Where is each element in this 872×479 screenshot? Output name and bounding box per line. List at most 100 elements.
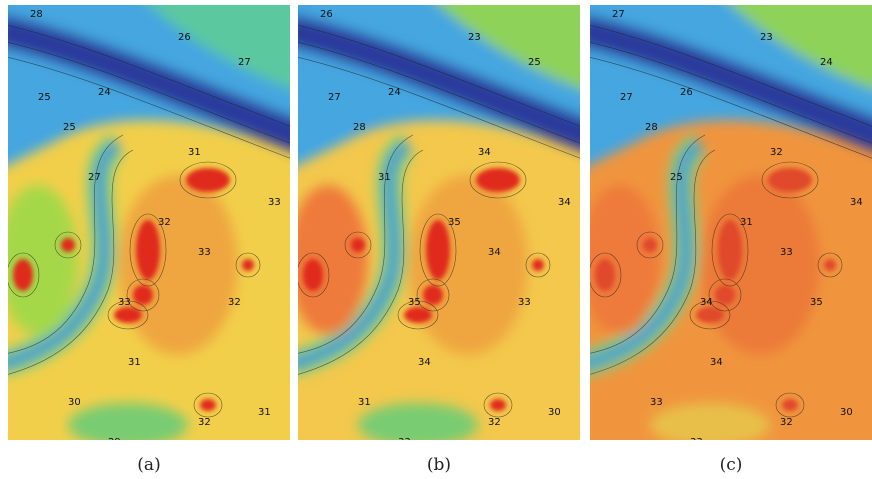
bottom-green xyxy=(358,403,478,440)
contour-label: 31 xyxy=(188,147,201,158)
contour-label: 33 xyxy=(118,297,131,308)
contour-line xyxy=(8,42,290,144)
bottom-green xyxy=(650,403,770,440)
contour-label: 33 xyxy=(690,437,703,448)
hot-spot xyxy=(696,307,724,323)
map-image: 26 23 25 24 27 28 31 34 35 34 35 33 34 31 32 30 33 34 xyxy=(298,5,580,448)
contour-label: 30 xyxy=(68,397,81,408)
contour-label: 23 xyxy=(468,32,481,43)
contour-line xyxy=(129,213,167,287)
contour-label: 27 xyxy=(620,92,633,103)
contour-label: 34 xyxy=(418,357,431,368)
contour-label: 28 xyxy=(645,122,658,133)
contour-label: 32 xyxy=(198,417,211,428)
hot-spot xyxy=(643,238,657,252)
contour-line xyxy=(8,25,290,127)
contour-line xyxy=(590,149,716,375)
contour-label: 31 xyxy=(258,407,271,418)
contour-line xyxy=(193,392,223,418)
hot-spot xyxy=(61,238,75,252)
contour-line xyxy=(416,278,450,312)
contour-label: 33 xyxy=(518,297,531,308)
hot-spots xyxy=(303,168,544,411)
contour-line xyxy=(344,231,372,259)
river xyxy=(590,15,872,151)
hot-spot xyxy=(136,220,160,280)
contour-label: 32 xyxy=(780,417,793,428)
contour-label: 32 xyxy=(228,297,241,308)
contour-line xyxy=(8,252,40,298)
contour-line xyxy=(469,161,527,199)
contour-line xyxy=(590,25,872,127)
contour-label: 30 xyxy=(548,407,561,418)
contour-label: 32 xyxy=(488,417,501,428)
hot-spot xyxy=(404,307,432,323)
contours xyxy=(8,25,290,418)
contour-line xyxy=(298,149,424,375)
contour-label: 31 xyxy=(128,357,141,368)
contour-label: 31 xyxy=(378,172,391,183)
contour-label: 26 xyxy=(320,9,333,20)
contour-label: 24 xyxy=(98,87,111,98)
contour-label: 25 xyxy=(528,57,541,68)
contour-label: 26 xyxy=(178,32,191,43)
contour-line xyxy=(298,134,414,354)
river xyxy=(298,15,580,151)
contour-label: 33 xyxy=(780,247,793,258)
contour-line xyxy=(126,278,160,312)
contour-line xyxy=(817,252,843,278)
contour-line xyxy=(8,57,290,159)
contour-line xyxy=(590,252,622,298)
contour-line xyxy=(298,25,580,127)
contour-label: 27 xyxy=(88,172,101,183)
contour-label: 28 xyxy=(30,9,43,20)
contour-label: 25 xyxy=(63,122,76,133)
contour-label: 32 xyxy=(158,217,171,228)
left-lobe xyxy=(590,185,660,335)
map-image: 27 23 24 26 27 28 25 32 31 33 34 35 34 33 32 30 33 34 xyxy=(590,5,872,448)
contour-label: 29 xyxy=(108,437,121,448)
contour-line xyxy=(775,392,805,418)
contour-line xyxy=(711,213,749,287)
hot-spots xyxy=(595,168,836,411)
contour-label: 31 xyxy=(358,397,371,408)
contour-line xyxy=(8,134,124,354)
hot-spot xyxy=(718,220,742,280)
contour-line xyxy=(298,42,580,144)
hot-spot xyxy=(490,399,506,411)
contour-label: 35 xyxy=(408,297,421,308)
hot-spot xyxy=(133,285,153,305)
contour-line xyxy=(525,252,551,278)
contour-label: 34 xyxy=(558,197,571,208)
contour-label: 23 xyxy=(760,32,773,43)
hot-spot xyxy=(426,220,450,280)
map-image: 28 26 27 24 25 25 27 31 32 33 33 32 31 30 32 31 29 33 xyxy=(8,5,290,448)
contour-line xyxy=(298,57,580,159)
channel xyxy=(590,140,703,368)
hot-spot xyxy=(200,399,216,411)
left-lobe xyxy=(8,185,78,335)
hot-spot xyxy=(715,285,735,305)
contour-label: 25 xyxy=(38,92,51,103)
map-panel: 27 23 24 26 27 28 25 32 31 33 34 35 34 33 32 30 33 34 xyxy=(590,5,872,448)
contour-label: 27 xyxy=(328,92,341,103)
contour-label: 32 xyxy=(770,147,783,158)
contour-label: 33 xyxy=(398,437,411,448)
contours xyxy=(590,25,872,418)
contour-line xyxy=(179,161,237,199)
contour-label: 34 xyxy=(488,247,501,258)
hot-spot xyxy=(242,259,254,271)
contour-label: 34 xyxy=(710,357,723,368)
panel-caption: (a) xyxy=(137,455,160,475)
hot-spot xyxy=(532,259,544,271)
contour-label: 34 xyxy=(850,197,863,208)
hot-spots xyxy=(13,168,254,411)
hot-spot xyxy=(303,259,323,291)
contour-label: 26 xyxy=(680,87,693,98)
contour-line xyxy=(483,392,513,418)
contour-label: 34 xyxy=(478,147,491,158)
map-panel: 28 26 27 24 25 25 27 31 32 33 33 32 31 30 32 31 29 33 xyxy=(8,5,290,448)
river xyxy=(8,15,290,151)
contour-line xyxy=(636,231,664,259)
contour-line xyxy=(590,57,872,159)
